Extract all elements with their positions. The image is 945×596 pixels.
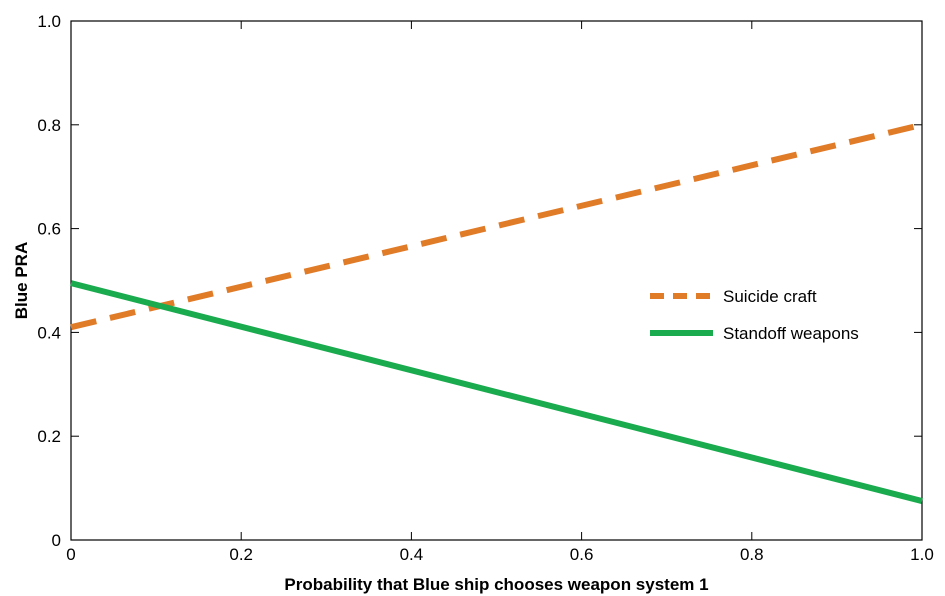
x-tick-label: 0.8 (740, 545, 764, 564)
legend-label: Suicide craft (723, 287, 817, 306)
y-tick-label: 0.4 (37, 323, 61, 342)
series-line-standoff-weapons (70, 280, 923, 504)
x-tick-label: 0.2 (229, 545, 253, 564)
legend-label: Standoff weapons (723, 324, 859, 343)
y-tick-label: 0.6 (37, 220, 61, 239)
y-tick-label: 0.8 (37, 116, 61, 135)
x-tick-label: 0.6 (570, 545, 594, 564)
y-tick-label: 0.2 (37, 427, 61, 446)
x-tick-label: 0 (66, 545, 75, 564)
y-tick-label: 1.0 (37, 12, 61, 31)
series-layer (70, 121, 923, 504)
y-tick-label: 0 (52, 531, 61, 550)
series-line-suicide-craft (70, 121, 923, 331)
y-axis-title: Blue PRA (12, 242, 31, 319)
x-axis-title: Probability that Blue ship chooses weapo… (284, 575, 708, 594)
legend: Suicide craft Standoff weapons (650, 287, 859, 343)
x-tick-label: 1.0 (910, 545, 934, 564)
x-tick-label: 0.4 (400, 545, 424, 564)
axis-ticks: 0 0.2 0.4 0.6 0.8 1.0 0 0.2 0.4 0.6 0.8 1.0 (37, 12, 933, 564)
plot-frame (70, 20, 923, 541)
